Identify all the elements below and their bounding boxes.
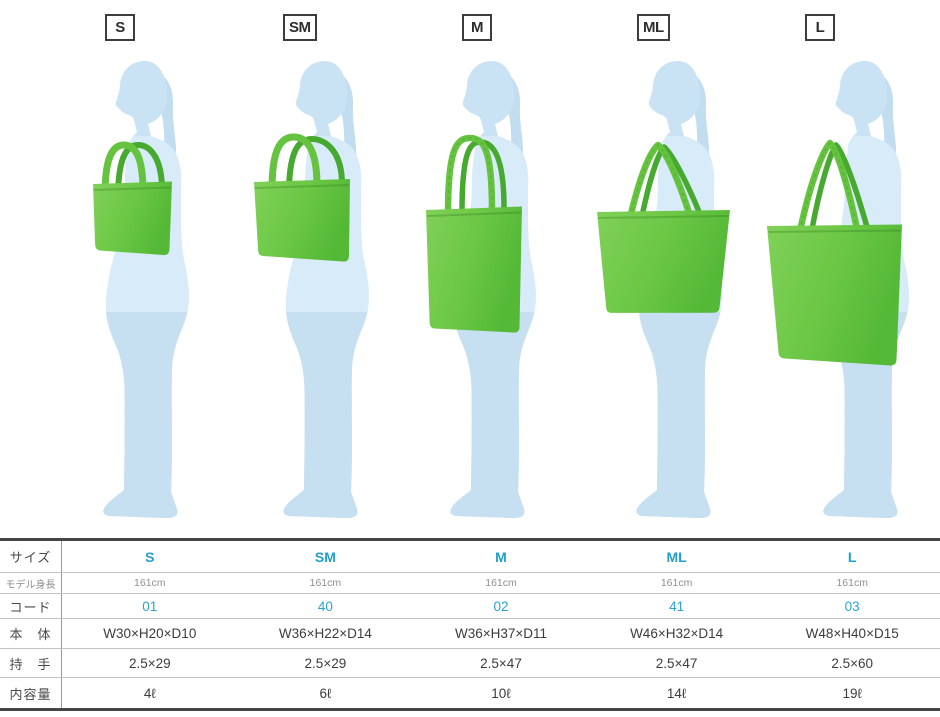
model-height-ml: 161cm xyxy=(660,577,693,589)
spec-row-capacity: 内容量 4ℓ 6ℓ 10ℓ 14ℓ 19ℓ xyxy=(0,678,940,708)
capacity-l: 19ℓ xyxy=(842,685,862,701)
handle-dim-m: 2.5×47 xyxy=(480,655,522,671)
handle-dim-l: 2.5×60 xyxy=(831,655,874,671)
row-label-capacity: 内容量 xyxy=(0,678,62,708)
tote-bag-s-icon xyxy=(93,141,172,256)
handle-dim-s: 2.5×29 xyxy=(128,655,171,671)
code-value-sm: 40 xyxy=(317,598,333,614)
body-dim-s: W30×H20×D10 xyxy=(103,626,197,641)
spec-row-body: 本 体 W30×H20×D10 W36×H22×D14 W36×H37×D11 … xyxy=(0,619,940,649)
size-value-l: L xyxy=(847,548,857,565)
model-height-sm: 161cm xyxy=(309,577,342,589)
size-badge-l: L xyxy=(805,14,835,41)
size-value-m: M xyxy=(495,548,507,565)
code-value-s: 01 xyxy=(142,598,158,614)
model-height-s: 161cm xyxy=(134,577,166,589)
code-value-m: 02 xyxy=(493,598,509,614)
code-value-l: 03 xyxy=(844,598,860,614)
size-badge-s: S xyxy=(105,14,135,41)
body-dim-m: W36×H37×D11 xyxy=(454,626,548,641)
size-badge-ml: ML xyxy=(637,14,670,41)
row-label-body: 本 体 xyxy=(0,619,62,648)
tote-bag-l-icon xyxy=(767,139,902,366)
spec-row-model-height: モデル身長 161cm 161cm 161cm 161cm 161cm xyxy=(0,573,940,594)
size-value-sm: SM xyxy=(314,548,336,565)
size-badge-label: SM xyxy=(289,19,311,36)
row-label-size: サイズ xyxy=(0,541,62,572)
code-value-ml: 41 xyxy=(669,598,685,614)
size-value-ml: ML xyxy=(666,548,687,565)
capacity-sm: 6ℓ xyxy=(319,685,332,701)
tote-bag-m-icon xyxy=(426,134,522,333)
tote-bag-sm-icon xyxy=(254,133,350,262)
row-label-code: コード xyxy=(0,594,62,618)
size-badge-sm: SM xyxy=(283,14,317,41)
spec-row-size: サイズ S SM M ML L xyxy=(0,541,940,573)
size-badge-m: M xyxy=(462,14,492,41)
handle-dim-ml: 2.5×47 xyxy=(655,655,698,671)
row-label-handle: 持 手 xyxy=(0,649,62,677)
spec-row-handle: 持 手 2.5×29 2.5×29 2.5×47 2.5×47 2.5×60 xyxy=(0,649,940,678)
female-silhouette-s xyxy=(85,52,215,522)
capacity-ml: 14ℓ xyxy=(666,685,687,701)
spec-row-code: コード 01 40 02 41 03 xyxy=(0,594,940,619)
female-silhouette-sm xyxy=(265,52,395,522)
body-dim-ml: W46×H32×D14 xyxy=(630,626,724,641)
row-label-model-height: モデル身長 xyxy=(0,573,62,593)
size-badge-label: ML xyxy=(643,19,664,36)
figure-stage: S SM M ML L xyxy=(0,14,940,537)
size-value-s: S xyxy=(145,548,155,565)
model-height-l: 161cm xyxy=(836,577,868,589)
model-height-m: 161cm xyxy=(485,577,517,589)
capacity-m: 10ℓ xyxy=(491,685,511,701)
spec-table: サイズ S SM M ML L モデル身長 161cm 161cm 161cm … xyxy=(0,538,940,711)
body-dim-l: W48×H40×D15 xyxy=(805,626,899,641)
capacity-s: 4ℓ xyxy=(143,685,156,701)
body-dim-sm: W36×H22×D14 xyxy=(278,626,372,641)
tote-bag-ml-icon xyxy=(597,141,730,313)
handle-dim-sm: 2.5×29 xyxy=(304,655,347,671)
size-badge-label: M xyxy=(471,19,484,36)
size-badge-label: S xyxy=(115,19,125,36)
size-badge-label: L xyxy=(815,19,825,36)
